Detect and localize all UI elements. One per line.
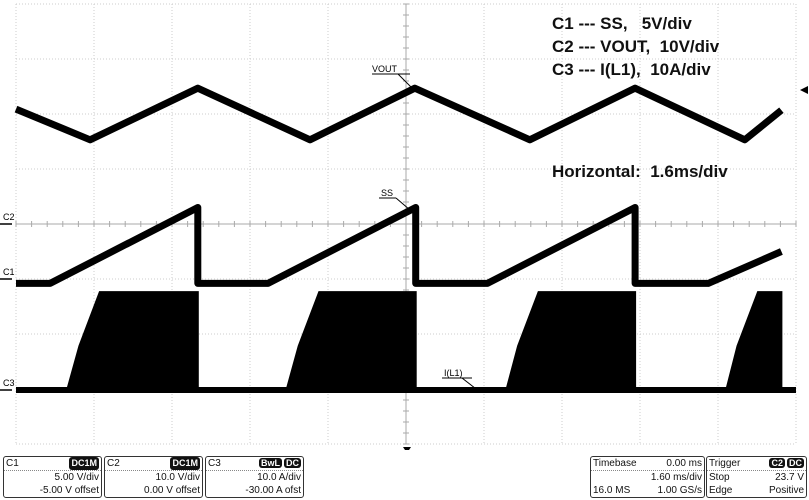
c2-name: C2 bbox=[107, 458, 120, 469]
trigger-coupling-badge: DC bbox=[787, 458, 804, 468]
c2-offset: 0.00 V offset bbox=[144, 485, 200, 496]
trigger-position-marker-icon bbox=[403, 447, 411, 450]
c2-scale: 10.0 V/div bbox=[155, 472, 200, 483]
leader-ss-diag bbox=[395, 197, 411, 211]
leader-il1-diag bbox=[461, 377, 481, 393]
channel-marker-c3: C3 bbox=[3, 378, 15, 388]
trace-label-vout: VOUT bbox=[372, 64, 398, 74]
trace-il1-burst bbox=[16, 291, 783, 391]
annotation-c3: C3 --- I(L1), 10A/div bbox=[552, 60, 711, 79]
trace-label-ss: SS bbox=[381, 188, 393, 198]
c1-offset: -5.00 V offset bbox=[39, 485, 99, 496]
trace-ss bbox=[16, 204, 783, 287]
c2-panel[interactable]: C2 DC1M 10.0 V/div 0.00 V offset bbox=[104, 456, 203, 498]
trigger-label: Trigger bbox=[709, 458, 741, 469]
c1-name: C1 bbox=[6, 458, 19, 469]
c3-coupling-badge: DC bbox=[284, 458, 301, 468]
timebase-panel[interactable]: Timebase 0.00 ms 1.60 ms/div 16.0 MS 1.00 … bbox=[590, 456, 705, 498]
channel-marker-c1: C1 bbox=[3, 267, 15, 277]
trigger-mode: Stop bbox=[709, 472, 730, 483]
c3-scale: 10.0 A/div bbox=[257, 472, 301, 483]
trigger-panel[interactable]: Trigger C2 DC Stop 23.7 V Edge Positive bbox=[706, 456, 807, 498]
trigger-source-badge: C2 bbox=[769, 458, 785, 468]
trigger-type: Edge bbox=[709, 485, 733, 496]
channel-marker-c2: C2 bbox=[3, 212, 15, 222]
timebase-rate: 1.00 GS/s bbox=[657, 485, 702, 496]
c3-bw-badge: BwL bbox=[259, 458, 282, 468]
scope-display: C2 C1 C3 VOUT SS I(L1) bbox=[0, 3, 808, 450]
leader-vout-diag bbox=[397, 73, 413, 89]
timebase-samples: 16.0 MS bbox=[593, 485, 631, 496]
trigger-slope: Positive bbox=[768, 485, 804, 496]
timebase-delay: 0.00 ms bbox=[666, 458, 702, 469]
annotation-horizontal: Horizontal: 1.6ms/div bbox=[552, 162, 728, 181]
c2-coupling-badge: DC1M bbox=[170, 457, 200, 470]
timebase-label: Timebase bbox=[593, 458, 637, 469]
trigger-level: 23.7 V bbox=[775, 472, 804, 483]
c1-panel[interactable]: C1 DC1M 5.00 V/div -5.00 V offset bbox=[3, 456, 102, 498]
c3-panel[interactable]: C3 BwL DC 10.0 A/div -30.00 A ofst bbox=[205, 456, 304, 498]
timebase-scale: 1.60 ms/div bbox=[650, 472, 702, 483]
c1-coupling-badge: DC1M bbox=[69, 457, 99, 470]
c3-name: C3 bbox=[208, 458, 221, 469]
trace-vout bbox=[14, 84, 784, 144]
annotation-c2: C2 --- VOUT, 10V/div bbox=[552, 37, 720, 56]
c1-scale: 5.00 V/div bbox=[54, 472, 99, 483]
trace-label-il1: I(L1) bbox=[444, 368, 463, 378]
c3-offset: -30.00 A ofst bbox=[245, 485, 301, 496]
trigger-level-marker-icon bbox=[800, 86, 808, 94]
annotation-c1: C1 --- SS, 5V/div bbox=[552, 14, 692, 33]
